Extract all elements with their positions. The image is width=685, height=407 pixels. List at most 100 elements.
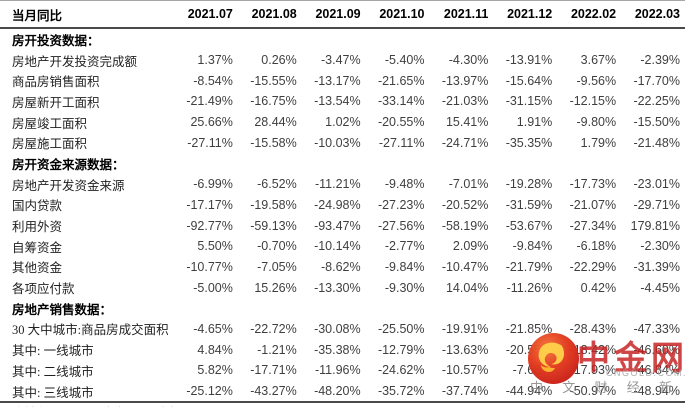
cell-value: -9.48% bbox=[384, 177, 425, 192]
row-label: 利用外资 bbox=[12, 220, 63, 235]
cell-value: -6.52% bbox=[257, 177, 297, 192]
cell-value: -4.45% bbox=[640, 280, 680, 295]
table-title: 当月同比 bbox=[0, 0, 174, 29]
cell-value: 14.04% bbox=[445, 280, 489, 295]
cell-value: 1.79% bbox=[580, 135, 617, 150]
cell-value: -13.30% bbox=[314, 280, 361, 295]
cell-value: -7.01% bbox=[448, 177, 489, 192]
cell-value: -7.05% bbox=[257, 259, 297, 274]
cell-value: -16.75% bbox=[250, 94, 297, 109]
cell-value: -27.56% bbox=[377, 218, 425, 233]
cell-value: -31.39% bbox=[633, 259, 680, 274]
cell-value: -6.99% bbox=[193, 177, 233, 192]
column-header: 2021.08 bbox=[237, 0, 302, 29]
cell-value: -4.30% bbox=[448, 53, 489, 68]
table-row: 房地产开发资金来源 -6.99% -6.52% -11.21% -9.48% -7.01%… bbox=[0, 174, 685, 195]
cell-value: -19.91% bbox=[441, 321, 489, 336]
table-row: 其他资金 -10.77% -7.05% -8.62% -9.84% -10.47% -21.… bbox=[0, 257, 685, 278]
row-label: 商品房销售面积 bbox=[12, 75, 100, 90]
cell-value: -8.54% bbox=[193, 73, 233, 88]
cell-value: -48.20% bbox=[314, 384, 361, 399]
section-title: 房开投资数据： bbox=[12, 33, 100, 48]
cell-value: -9.30% bbox=[384, 280, 425, 295]
cell-value: -21.07% bbox=[569, 197, 617, 212]
cell-value: 3.67% bbox=[580, 53, 617, 68]
row-label: 房屋竣工面积 bbox=[12, 116, 88, 131]
cell-value: 0.42% bbox=[580, 280, 617, 295]
cell-value: 5.50% bbox=[197, 239, 233, 254]
cell-value: -17.70% bbox=[633, 73, 680, 88]
column-header: 2021.10 bbox=[365, 0, 430, 29]
cell-value: 4.84% bbox=[197, 342, 233, 357]
cell-value: -23.01% bbox=[633, 177, 680, 192]
cell-value: -21.85% bbox=[505, 321, 553, 336]
cell-value: -4.65% bbox=[193, 321, 233, 336]
cell-value: 0.26% bbox=[261, 53, 297, 68]
cell-value: 179.81% bbox=[630, 218, 680, 233]
section-header-row: 房开投资数据： bbox=[0, 28, 685, 50]
cell-value: -22.72% bbox=[250, 321, 297, 336]
cell-value: -27.11% bbox=[187, 135, 233, 150]
cell-value: 2.09% bbox=[452, 239, 489, 254]
cell-value: -15.55% bbox=[250, 73, 297, 88]
row-label: 各项应付款 bbox=[12, 282, 75, 297]
table-row: 房屋竣工面积 25.66% 28.44% 1.02% -20.55% 15.41% 1.91… bbox=[0, 112, 685, 133]
column-header: 2021.12 bbox=[493, 0, 558, 29]
table-row: 利用外资 -92.77% -59.13% -93.47% -27.56% -58.19% -… bbox=[0, 215, 685, 236]
section-header-row: 房地产销售数据： bbox=[0, 298, 685, 319]
column-header: 2022.02 bbox=[557, 0, 622, 29]
cell-value: -9.84% bbox=[384, 259, 425, 274]
cell-value: 28.44% bbox=[254, 115, 297, 130]
cell-value: -24.98% bbox=[314, 197, 361, 212]
cell-value: -46.84% bbox=[633, 363, 680, 378]
cell-value: -11.96% bbox=[314, 363, 361, 378]
cell-value: -15.58% bbox=[250, 135, 297, 150]
table-row: 各项应付款 -5.00% 15.26% -13.30% -9.30% 14.04% -11.… bbox=[0, 277, 685, 298]
cell-value: -31.15% bbox=[505, 94, 553, 109]
cell-value: -59.13% bbox=[250, 218, 297, 233]
cell-value: -27.11% bbox=[378, 135, 425, 150]
cell-value: -5.40% bbox=[384, 53, 425, 68]
cell-value: -46.60% bbox=[633, 342, 680, 357]
column-header: 2021.07 bbox=[174, 0, 238, 29]
cell-value: -28.43% bbox=[569, 321, 617, 336]
cell-value: -18.42% bbox=[569, 342, 617, 357]
cell-value: -44.94% bbox=[505, 384, 553, 399]
cell-value: -17.71% bbox=[250, 363, 297, 378]
cell-value: -33.14% bbox=[377, 94, 425, 109]
cell-value: -9.56% bbox=[576, 73, 617, 88]
cell-value: -2.77% bbox=[384, 239, 425, 254]
table-body: 房开投资数据： 房地产开发投资完成额 1.37% 0.26% -3.47% -5.40% -… bbox=[0, 28, 685, 402]
row-label: 其中: 二线城市 bbox=[12, 364, 94, 379]
cell-value: -13.63% bbox=[441, 342, 489, 357]
cell-value: -6.18% bbox=[576, 239, 617, 254]
table-row: 房屋施工面积 -27.11% -15.58% -10.03% -27.11% -24.71… bbox=[0, 132, 685, 153]
cell-value: 1.02% bbox=[325, 115, 361, 130]
cell-value: -25.50% bbox=[377, 321, 425, 336]
cell-value: 25.66% bbox=[190, 115, 233, 130]
cell-value: -17.73% bbox=[569, 177, 617, 192]
cell-value: -35.38% bbox=[314, 342, 361, 357]
row-label: 30 大中城市:商品房成交面积 bbox=[12, 323, 169, 338]
cell-value: -53.67% bbox=[505, 218, 553, 233]
table-row: 自筹资金 5.50% -0.70% -10.14% -2.77% 2.09% -9.84% -… bbox=[0, 236, 685, 257]
cell-value: -10.57% bbox=[441, 363, 489, 378]
table-row: 其中: 一线城市 4.84% -1.21% -35.38% -12.79% -13.63%… bbox=[0, 339, 685, 360]
cell-value: -7.68% bbox=[512, 363, 553, 378]
header-row: 当月同比 2021.07 2021.08 2021.09 2021.10 2021.11… bbox=[0, 0, 685, 29]
cell-value: -35.35% bbox=[505, 135, 553, 150]
cell-value: -8.62% bbox=[321, 259, 361, 274]
row-label: 房地产开发资金来源 bbox=[12, 178, 125, 193]
table-row: 其中: 三线城市 -25.12% -43.27% -48.20% -35.72% -37.… bbox=[0, 381, 685, 403]
cell-value: -17.93% bbox=[569, 363, 617, 378]
cell-value: 15.26% bbox=[254, 280, 297, 295]
cell-value: -13.54% bbox=[314, 94, 361, 109]
section-title: 房开资金来源数据： bbox=[12, 157, 125, 172]
cell-value: -92.77% bbox=[186, 218, 233, 233]
cell-value: -9.80% bbox=[576, 115, 617, 130]
cell-value: -3.47% bbox=[321, 53, 361, 68]
section-header-row: 房开资金来源数据： bbox=[0, 153, 685, 174]
cell-value: -43.27% bbox=[250, 384, 297, 399]
cell-value: -11.26% bbox=[506, 280, 553, 295]
